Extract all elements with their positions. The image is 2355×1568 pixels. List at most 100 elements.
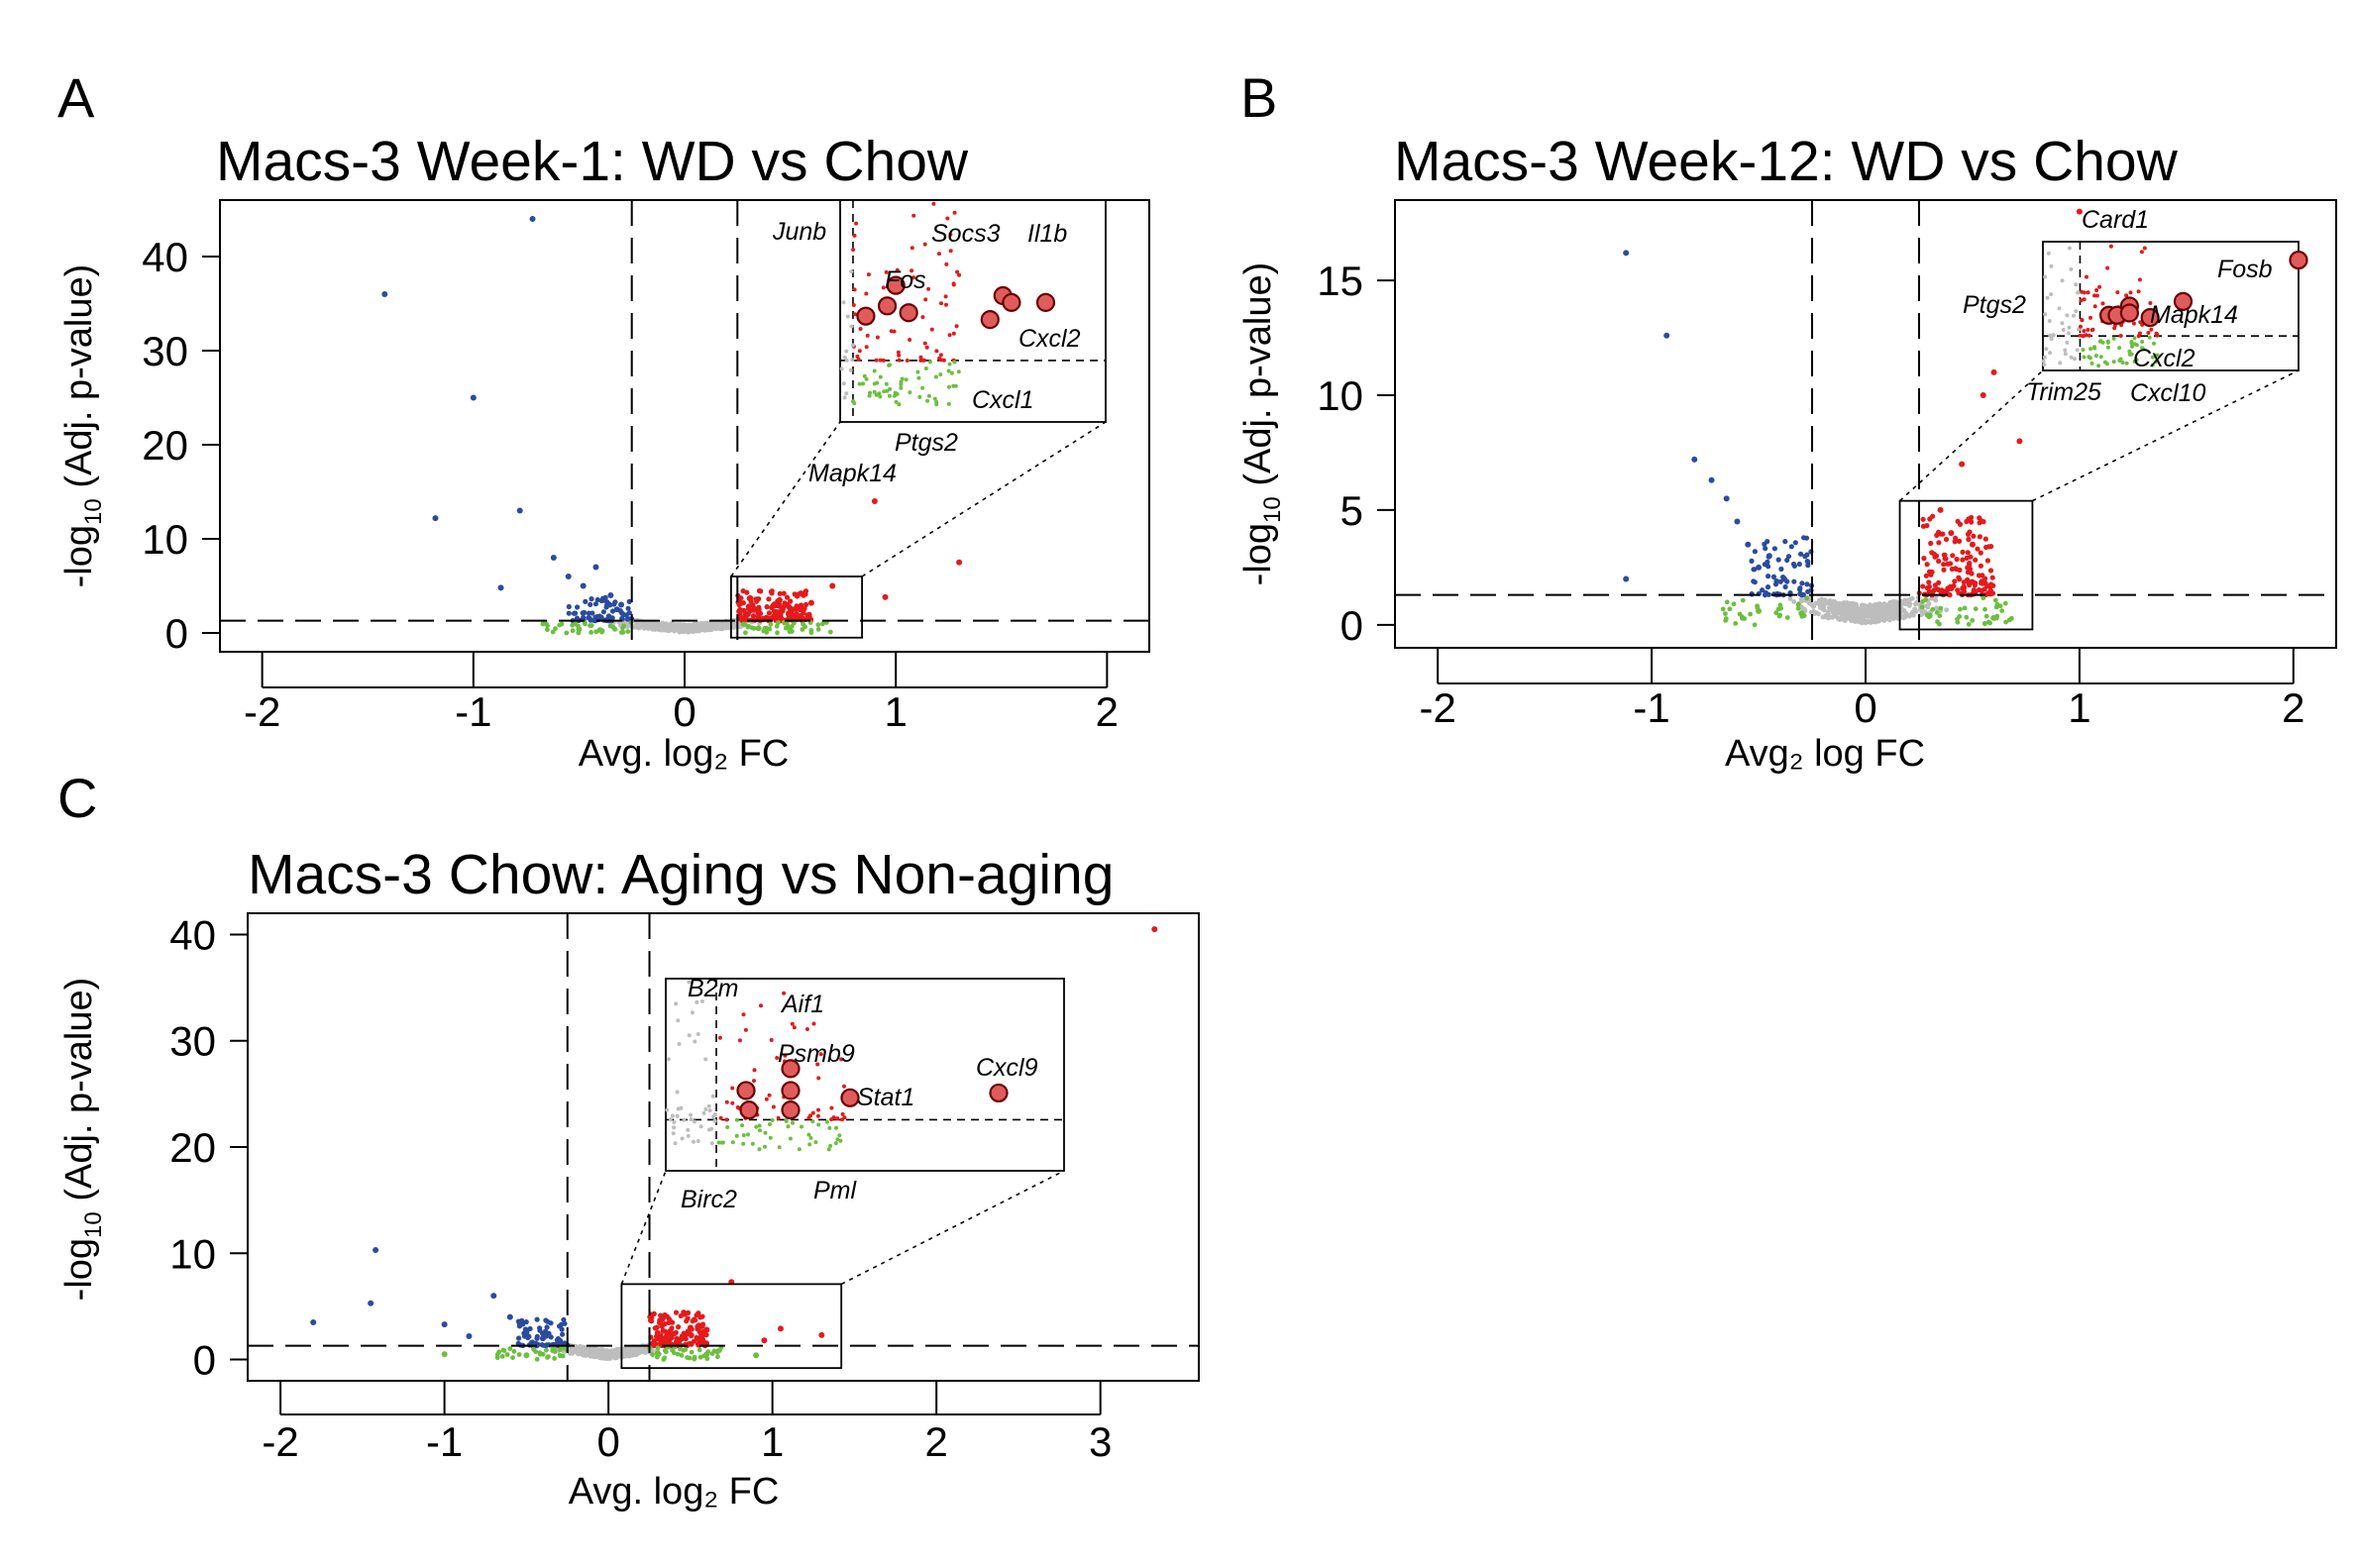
x-tick-label: 1	[885, 688, 908, 735]
inset-point	[933, 374, 938, 379]
fc-only-point	[1938, 605, 1944, 611]
up-point	[1924, 562, 1930, 568]
up-point	[755, 608, 762, 615]
inset-point	[844, 358, 849, 363]
up-point	[1948, 585, 1954, 591]
inset-point	[689, 1117, 694, 1122]
ns-point	[692, 628, 697, 633]
highlighted-gene-marker	[840, 1088, 860, 1107]
fc-only-point	[1937, 621, 1942, 627]
inset-point	[2134, 358, 2139, 363]
up-point	[1950, 553, 1956, 559]
up-point	[1969, 514, 1975, 521]
up-point	[658, 1338, 664, 1344]
fc-only-point	[553, 626, 558, 631]
up-point	[1956, 575, 1962, 580]
inset-point	[2151, 355, 2155, 360]
panel-b-x-axis-label: Avg₂ log FC	[1725, 733, 1925, 775]
fc-only-point	[687, 1355, 693, 1361]
ns-point	[1925, 604, 1931, 610]
inset-point	[2098, 355, 2103, 360]
inset-point	[692, 1139, 696, 1144]
gene-label: Pml	[813, 1177, 858, 1204]
fc-only-point	[683, 1347, 689, 1352]
down-point	[539, 1335, 546, 1342]
down-point	[529, 216, 536, 222]
gene-label: Card1	[2082, 206, 2149, 234]
down-point	[1745, 541, 1752, 548]
inset-point	[917, 394, 922, 399]
fc-only-point	[776, 620, 781, 625]
inset-point	[717, 1035, 722, 1040]
up-point	[687, 1324, 694, 1331]
inset-point	[790, 1021, 795, 1026]
down-point	[548, 1320, 554, 1326]
fc-only-point	[1723, 616, 1729, 621]
inset-point	[2142, 246, 2147, 251]
up-point	[1928, 540, 1934, 547]
inset-point	[730, 1100, 735, 1105]
down-point	[1791, 563, 1797, 570]
down-point	[594, 596, 600, 603]
y-tick-label: 0	[165, 610, 188, 657]
up-point	[1942, 552, 1948, 558]
inset-point	[882, 389, 887, 394]
inset-point	[2067, 325, 2072, 330]
ns-point	[1887, 599, 1893, 605]
inset-point	[2096, 364, 2101, 368]
fc-only-point	[662, 1348, 668, 1353]
inset-point	[852, 287, 857, 292]
highlighted-gene-marker	[2289, 250, 2308, 270]
down-point	[1792, 540, 1798, 546]
inset-point	[2080, 318, 2085, 322]
inset-point	[934, 349, 939, 354]
up-point	[1920, 523, 1926, 529]
inset-point	[672, 1125, 677, 1130]
down-point	[1756, 564, 1763, 571]
down-point	[1799, 580, 1805, 586]
inset-point	[826, 1147, 831, 1152]
inset-point	[2134, 343, 2139, 348]
ns-point	[628, 1350, 633, 1355]
ns-point	[640, 1347, 645, 1353]
inset-point	[854, 221, 859, 226]
down-point	[1751, 567, 1757, 573]
ns-point	[1872, 602, 1877, 608]
inset-point	[2120, 361, 2125, 365]
inset-point	[797, 1147, 802, 1152]
fc-only-point	[745, 624, 751, 630]
inset-point	[816, 1122, 821, 1127]
ns-point	[1837, 607, 1843, 612]
inset-point	[807, 1142, 812, 1147]
inset-point	[824, 1119, 829, 1124]
inset-point	[946, 401, 951, 406]
inset-point	[701, 1110, 706, 1115]
up-point	[753, 596, 759, 602]
inset-point	[920, 315, 925, 320]
inset-point	[768, 1135, 773, 1140]
fc-only-point	[1994, 601, 2000, 607]
down-point	[600, 609, 607, 615]
fc-only-point	[510, 1355, 515, 1360]
down-point	[1775, 557, 1781, 563]
fc-only-point	[1720, 606, 1726, 612]
ns-point	[1863, 620, 1869, 626]
up-point	[766, 610, 773, 616]
inset-point	[2046, 251, 2051, 256]
down-point	[550, 555, 557, 561]
inset-point	[2060, 321, 2065, 326]
fc-only-point	[1748, 611, 1753, 617]
up-point	[1947, 592, 1953, 598]
up-point	[2076, 208, 2083, 215]
y-tick-label: 20	[142, 422, 188, 469]
inset-point	[767, 1093, 772, 1098]
ns-point	[1830, 598, 1835, 604]
up-point	[1928, 572, 1934, 577]
x-tick-label: 2	[1096, 688, 1119, 735]
inset-point	[815, 1113, 820, 1118]
up-point	[798, 603, 804, 610]
inset-point	[2065, 313, 2070, 318]
inset-point	[2146, 331, 2151, 335]
